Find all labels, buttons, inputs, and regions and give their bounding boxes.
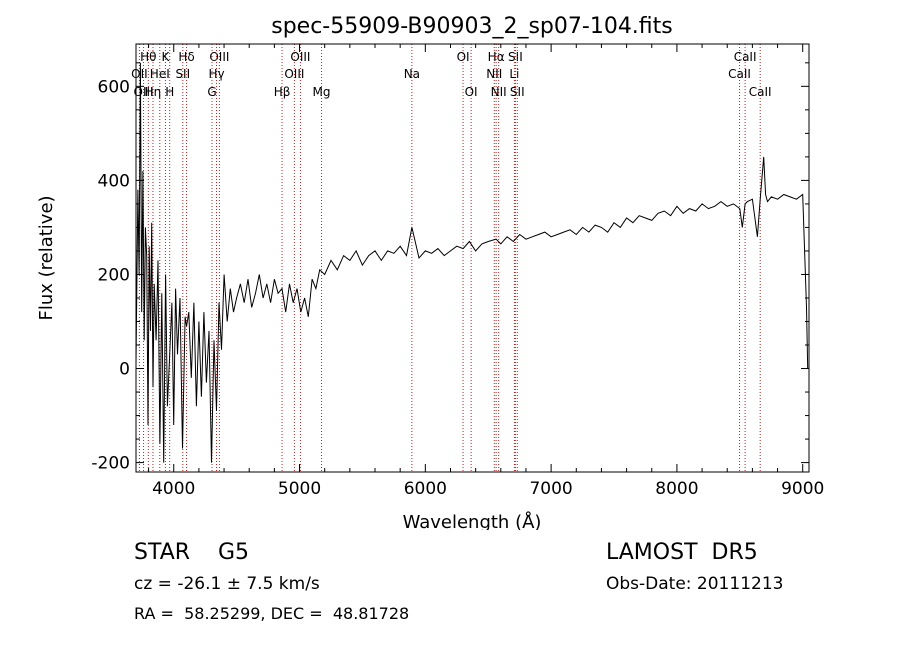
line-marker-label: NII <box>491 85 507 99</box>
line-marker-label: OII <box>131 67 148 81</box>
x-tick-label: 6000 <box>404 479 447 499</box>
line-marker-label: Mg <box>313 85 331 99</box>
line-marker-label: OIII <box>134 85 154 99</box>
line-marker-label: OIII <box>209 50 229 64</box>
spectrum-line <box>135 62 809 463</box>
line-marker-label: Hα <box>488 50 505 64</box>
line-marker-label: K <box>161 50 170 64</box>
y-axis: -200 0 200 400 600 <box>91 62 809 474</box>
y-axis-label: Flux (relative) <box>36 195 57 320</box>
y-tick-label: 0 <box>119 360 130 380</box>
line-marker-label: NII <box>486 67 502 81</box>
x-axis-label: Wavelength (Å) <box>403 511 542 530</box>
survey-name: LAMOST DR5 <box>606 540 758 565</box>
line-marker-label: G <box>207 85 216 99</box>
line-marker-label: Na <box>404 67 420 81</box>
line-marker-label: Hδ <box>178 50 194 64</box>
chart-title: spec-55909-B90903_2_sp07-104.fits <box>271 14 673 39</box>
x-tick-label: 8000 <box>655 479 698 499</box>
line-marker-label: SII <box>510 85 525 99</box>
y-tick-label: 600 <box>98 77 130 97</box>
line-marker-label: OI <box>457 50 470 64</box>
x-tick-label: 9000 <box>781 479 824 499</box>
line-marker-label: CaII <box>749 85 772 99</box>
observation-date: Obs-Date: 20111213 <box>606 574 784 594</box>
redshift-value: cz = -26.1 ± 7.5 km/s <box>134 574 320 594</box>
x-tick-label: 7000 <box>529 479 572 499</box>
line-marker-label: OIII <box>290 50 310 64</box>
y-tick-label: -200 <box>91 454 130 474</box>
line-marker-label: OIII <box>284 67 304 81</box>
line-marker-label: OI <box>465 85 478 99</box>
line-marker-label: Hβ <box>274 85 291 99</box>
coordinates: RA = 58.25299, DEC = 48.81728 <box>134 604 410 623</box>
line-marker-label: Hη <box>145 85 162 99</box>
spectrum-chart: spec-55909-B90903_2_sp07-104.fits Hθ K Hδ O… <box>36 14 824 530</box>
y-tick-label: 200 <box>98 265 130 285</box>
line-marker-label: Li <box>509 67 519 81</box>
x-axis: 4000 5000 6000 7000 8000 9000 <box>148 44 824 499</box>
x-tick-label: 4000 <box>152 479 195 499</box>
plot-frame <box>135 43 810 473</box>
x-tick-label: 5000 <box>278 479 321 499</box>
line-marker-label: CaII <box>728 67 751 81</box>
line-marker-label: Hγ <box>208 67 224 81</box>
object-class: STAR G5 <box>134 540 250 565</box>
y-tick-label: 400 <box>98 171 130 191</box>
line-marker-label: Hθ <box>140 50 156 64</box>
line-marker-label: CaII <box>734 50 757 64</box>
line-marker-label: SII <box>508 50 523 64</box>
line-marker-label: H <box>165 85 174 99</box>
line-marker-label: HeI <box>150 67 170 81</box>
line-marker-label: SII <box>175 67 190 81</box>
